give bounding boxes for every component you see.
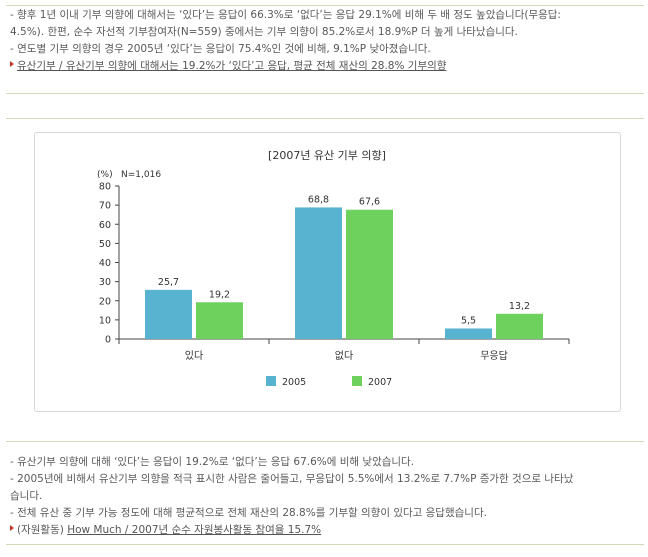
y-tick-label: 60 bbox=[99, 220, 111, 231]
intro-link-row: 유산기부 / 유산기부 의향에 대해서는 19.2%가 ‘있다’고 응답, 평균… bbox=[10, 58, 642, 75]
bar-2005-무응답 bbox=[445, 328, 492, 339]
summary-line-3: 습니다. bbox=[10, 490, 43, 502]
intro-line-3: - 연도별 기부 의향의 경우 2005년 ‘있다’는 응답이 75.4%인 것… bbox=[10, 43, 431, 55]
bottom-rule bbox=[6, 544, 644, 545]
sample-size-note: N=1,016 bbox=[121, 170, 161, 180]
x-category-label: 무응답 bbox=[480, 350, 508, 362]
x-category-label: 없다 bbox=[335, 349, 353, 362]
y-unit-label: (%) bbox=[97, 170, 113, 180]
summary-paragraph: - 유산기부 의향에 대해 ‘있다’는 응답이 19.2%로 ‘없다’는 응답 … bbox=[10, 454, 642, 539]
rule-below-chart bbox=[6, 441, 644, 442]
volunteer-rate-link[interactable]: How Much / 2007년 순수 자원봉사활동 참여율 15.7% bbox=[67, 524, 322, 536]
summary-line-1: - 유산기부 의향에 대해 ‘있다’는 응답이 19.2%로 ‘없다’는 응답 … bbox=[10, 456, 415, 468]
chart-title: [2007년 유산 기부 의향] bbox=[268, 149, 386, 162]
y-tick-label: 80 bbox=[99, 182, 111, 193]
data-label: 67,6 bbox=[359, 197, 380, 208]
bar-2005-없다 bbox=[295, 207, 342, 339]
summary-line-4: - 전체 유산 중 기부 가능 정도에 대해 평균적으로 전체 재산의 28.8… bbox=[10, 507, 487, 519]
bar-2007-있다 bbox=[196, 302, 243, 339]
data-label: 68,8 bbox=[308, 194, 329, 205]
y-tick-label: 30 bbox=[99, 277, 111, 288]
link-marker-icon bbox=[10, 525, 14, 531]
data-label: 19,2 bbox=[209, 289, 230, 300]
y-tick-label: 70 bbox=[99, 201, 111, 212]
y-tick-label: 0 bbox=[105, 335, 111, 346]
data-label: 5,5 bbox=[461, 315, 476, 326]
rule-above-chart bbox=[6, 118, 644, 119]
rule-after-intro bbox=[6, 93, 644, 94]
chart-frame: [2007년 유산 기부 의향] (%) N=1,016 0 10 20 30 40 50 60 7… bbox=[34, 132, 621, 412]
legend-label: 2007 bbox=[368, 377, 392, 388]
bar-2005-있다 bbox=[145, 289, 192, 339]
y-tick-label: 10 bbox=[99, 315, 111, 326]
bar-2007-무응답 bbox=[496, 313, 543, 339]
data-label: 13,2 bbox=[509, 301, 530, 312]
legacy-giving-link[interactable]: 유산기부 / 유산기부 의향에 대해서는 19.2%가 ‘있다’고 응답, 평균… bbox=[17, 60, 447, 72]
summary-line-2: - 2005년에 비해서 유산기부 의향을 적극 표시한 사람은 줄어들고, 무… bbox=[10, 473, 574, 485]
legacy-giving-chart: [2007년 유산 기부 의향] (%) N=1,016 0 10 20 30 40 50 60 7… bbox=[97, 149, 570, 388]
link-category-label: (자원활동) bbox=[17, 524, 64, 536]
intro-paragraph: - 향후 1년 이내 기부 의향에 대해서는 ‘있다’는 응답이 66.3%로 … bbox=[10, 7, 642, 75]
summary-link-row: (자원활동) How Much / 2007년 순수 자원봉사활동 참여율 15… bbox=[10, 522, 642, 539]
y-tick-label: 40 bbox=[99, 258, 111, 269]
top-rule bbox=[6, 5, 644, 6]
y-tick-label: 50 bbox=[99, 239, 111, 250]
legend-swatch-2005 bbox=[266, 376, 276, 386]
y-tick-label: 20 bbox=[99, 296, 111, 307]
intro-line-2: 4.5%). 한편, 순수 자선적 기부참여자(N=559) 중에서는 기부 의… bbox=[10, 26, 518, 38]
bar-2007-없다 bbox=[346, 209, 393, 339]
data-label: 25,7 bbox=[158, 277, 179, 288]
legend-label: 2005 bbox=[282, 377, 306, 388]
link-marker-icon bbox=[10, 61, 14, 67]
x-category-label: 있다 bbox=[185, 350, 203, 362]
intro-line-1: - 향후 1년 이내 기부 의향에 대해서는 ‘있다’는 응답이 66.3%로 … bbox=[10, 9, 561, 21]
legend-swatch-2007 bbox=[352, 376, 362, 386]
